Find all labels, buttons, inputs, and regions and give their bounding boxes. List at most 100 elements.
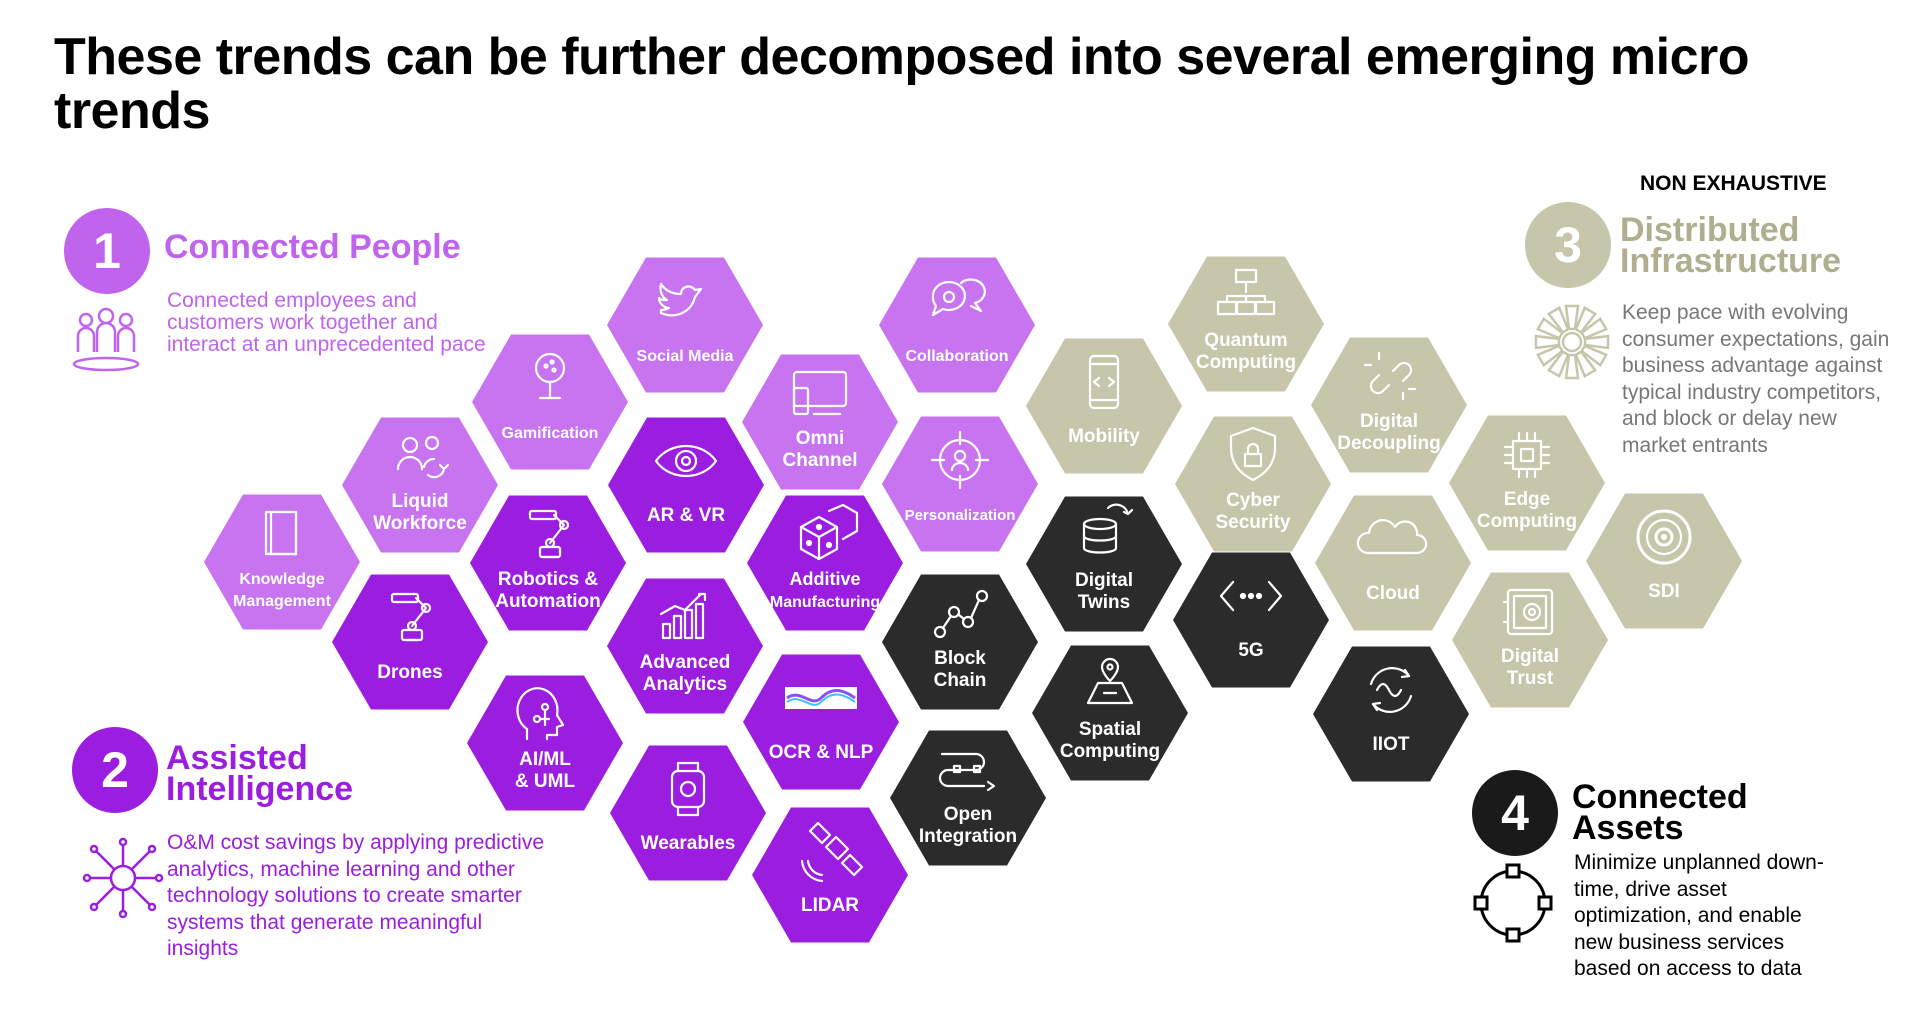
hex-shape xyxy=(607,257,763,393)
hex-label: Mobility xyxy=(1068,426,1140,447)
hex-iiot: IIOT xyxy=(1313,646,1469,782)
hex-robotics-automation: Robotics &Automation xyxy=(470,495,626,631)
hex-label: Security xyxy=(1216,512,1291,533)
hex-label: Twins xyxy=(1078,592,1130,613)
joystick-icon xyxy=(534,352,566,400)
hex-shape xyxy=(1026,496,1182,632)
non-exhaustive-badge: NON EXHAUSTIVE xyxy=(1640,172,1827,195)
swap-people-icon xyxy=(396,435,450,479)
hex-shape xyxy=(472,334,628,470)
database-icon xyxy=(1082,503,1134,554)
hex-lidar: LIDAR xyxy=(752,807,908,943)
section-2-title: Assisted Intelligence xyxy=(166,739,354,808)
section-3-title-line-1: Distributed xyxy=(1620,211,1800,249)
flow-icon xyxy=(938,752,996,792)
hex-shape xyxy=(332,574,488,710)
hex-shape xyxy=(1168,256,1324,392)
hex-label: Open xyxy=(944,804,993,825)
hex-label: Computing xyxy=(1477,511,1577,532)
eye-icon xyxy=(654,445,718,477)
hex-shape xyxy=(608,417,764,553)
hex-label: SDI xyxy=(1648,581,1680,602)
chip-icon xyxy=(1503,431,1551,479)
hex-shape xyxy=(610,745,766,881)
map-pin-icon xyxy=(1086,657,1134,705)
hex-shape xyxy=(747,495,903,631)
hex-shape xyxy=(1026,338,1182,474)
chat-bubbles-icon xyxy=(931,278,986,317)
hex-shape xyxy=(1452,572,1608,708)
hex-shape xyxy=(204,494,360,630)
network-hub-icon xyxy=(82,837,164,919)
hex-label: Wearables xyxy=(641,833,736,854)
section-3-title-line-2: Infrastructure xyxy=(1620,242,1842,280)
hex-label: Digital xyxy=(1501,646,1559,667)
hex-label: Advanced xyxy=(640,652,731,673)
hex-shape xyxy=(1315,495,1471,631)
hex-label: Social Media xyxy=(637,348,734,365)
hex-gamification: Gamification xyxy=(472,334,628,470)
hex-label: Robotics & xyxy=(498,569,599,590)
hex-label: Digital xyxy=(1075,570,1133,591)
hex-label: Personalization xyxy=(905,507,1016,524)
hex-label: IIOT xyxy=(1373,734,1410,755)
hex-label: Collaboration xyxy=(905,348,1008,365)
robot-arm-icon xyxy=(528,509,570,559)
section-3-description: Keep pace with evolving consumer expecta… xyxy=(1622,301,1890,457)
hex-label: Management xyxy=(233,593,331,610)
section-2-title-line-1: Assisted xyxy=(166,739,308,777)
hex-label: 5G xyxy=(1238,640,1263,661)
phone-code-icon xyxy=(1088,354,1120,410)
section-2-description: O&M cost savings by applying predictive … xyxy=(167,831,545,960)
shield-lock-icon xyxy=(1229,426,1277,482)
section-2-title-line-2: Intelligence xyxy=(166,770,354,808)
hex-label: Analytics xyxy=(643,674,727,695)
section-3-number: 3 xyxy=(1525,202,1611,288)
section-1-title-line-1: Connected People xyxy=(164,228,461,266)
hex-label: Omni xyxy=(796,428,845,449)
hex-shape xyxy=(890,730,1046,866)
hex-label: Integration xyxy=(919,826,1017,847)
target-person-icon xyxy=(930,430,990,490)
hex-shape xyxy=(752,807,908,943)
wave-image-icon xyxy=(785,687,857,709)
hex-shape xyxy=(607,578,763,714)
hex-label: Additive xyxy=(789,569,860,589)
cycle-wave-icon xyxy=(1369,667,1413,713)
hex-5g: 5G xyxy=(1173,552,1329,688)
hex-shape xyxy=(467,675,623,811)
hex-additive-manufacturing: Additive Manufacturing xyxy=(747,495,903,631)
hex-label: Workforce xyxy=(373,513,467,534)
hex-label: Computing xyxy=(1060,741,1160,762)
hex-shape xyxy=(1449,415,1605,551)
hex-label: Automation xyxy=(495,591,601,612)
section-3-title: Distributed Infrastructure xyxy=(1620,211,1842,280)
hex-shape xyxy=(879,257,1035,393)
hex-label: Computing xyxy=(1196,352,1296,373)
ring-nodes-icon xyxy=(1473,863,1553,943)
section-4-number: 4 xyxy=(1472,770,1558,856)
hex-collaboration: Collaboration xyxy=(879,257,1035,393)
section-1-title: Connected People xyxy=(164,230,461,264)
section-4-title: Connected Assets xyxy=(1572,780,1748,845)
hex-label: Gamification xyxy=(502,425,599,442)
smartwatch-icon xyxy=(670,761,706,817)
hex-shape xyxy=(342,417,498,553)
hex-drones: Drones xyxy=(332,574,488,710)
hex-label: Drones xyxy=(377,662,442,683)
code-dots-icon xyxy=(1219,580,1283,612)
drone-arm-icon xyxy=(390,592,432,642)
hex-sdi: SDI xyxy=(1586,493,1742,629)
safe-icon xyxy=(1502,588,1554,636)
hex-shape xyxy=(742,354,898,490)
hex-label: AI/ML xyxy=(519,749,571,770)
